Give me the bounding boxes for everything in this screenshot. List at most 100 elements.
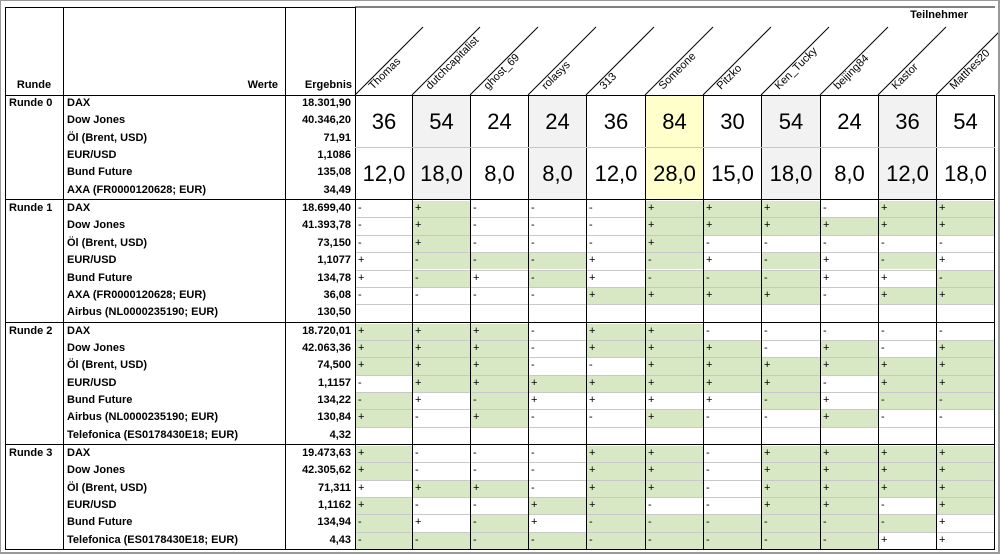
prediction-cell[interactable]: +	[762, 218, 820, 235]
prediction-cell[interactable]: +	[821, 218, 878, 235]
prediction-cell[interactable]: +	[821, 270, 878, 287]
value-result[interactable]: 34,49	[323, 183, 351, 196]
round-label[interactable]: Runde 2	[9, 324, 53, 337]
prediction-cell[interactable]: +	[762, 201, 820, 218]
round-label[interactable]: Runde 3	[9, 447, 53, 459]
value-name[interactable]: Bund Future	[67, 516, 133, 529]
prediction-cell[interactable]: -	[356, 392, 412, 410]
prediction-cell[interactable]: +	[821, 498, 878, 515]
prediction-cell[interactable]: -	[356, 532, 412, 550]
prediction-cell[interactable]: -	[587, 235, 645, 253]
prediction-cell[interactable]: +	[704, 253, 761, 270]
value-result[interactable]: 18.699,40	[302, 202, 351, 215]
participant-name-Someone[interactable]: Someone	[657, 50, 699, 92]
prediction-cell[interactable]: +	[356, 323, 412, 340]
value-name[interactable]: Öl (Brent, USD)	[67, 131, 148, 144]
prediction-cell[interactable]: -	[704, 323, 761, 340]
prediction-cell[interactable]: -	[356, 218, 412, 235]
prediction-cell[interactable]: +	[704, 392, 761, 410]
prediction-cell[interactable]: +	[413, 235, 470, 253]
prediction-cell[interactable]: -	[762, 515, 820, 532]
prediction-cell[interactable]: +	[471, 270, 528, 287]
prediction-cell[interactable]: -	[937, 235, 994, 253]
prediction-cell[interactable]: +	[413, 201, 470, 218]
prediction-cell[interactable]: -	[471, 218, 528, 235]
prediction-cell[interactable]: -	[646, 270, 703, 287]
value-result[interactable]: 36,08	[323, 288, 351, 301]
value-name[interactable]: Bund Future	[67, 393, 133, 406]
prediction-cell[interactable]: +	[356, 358, 412, 375]
prediction-cell[interactable]: +	[646, 463, 703, 480]
prediction-cell[interactable]: +	[471, 323, 528, 340]
prediction-cell[interactable]: +	[879, 446, 936, 463]
prediction-cell[interactable]: -	[471, 446, 528, 463]
value-result[interactable]: 134,22	[317, 393, 351, 406]
prediction-cell[interactable]: +	[879, 463, 936, 480]
points-cell[interactable]: 54	[937, 96, 994, 148]
prediction-cell[interactable]: +	[646, 201, 703, 218]
prediction-cell[interactable]: +	[587, 498, 645, 515]
prediction-cell[interactable]: +	[646, 358, 703, 375]
prediction-cell[interactable]: +	[413, 480, 470, 498]
value-result[interactable]: 42.063,36	[302, 341, 351, 354]
prediction-cell[interactable]: -	[587, 218, 645, 235]
prediction-cell[interactable]: +	[937, 253, 994, 270]
prediction-cell[interactable]: -	[356, 515, 412, 532]
value-result[interactable]: 1,1086	[317, 149, 351, 162]
header-ergebnis[interactable]: Ergebnis	[304, 79, 352, 91]
prediction-cell[interactable]: -	[821, 287, 878, 305]
prediction-cell[interactable]: +	[937, 532, 994, 550]
prediction-cell[interactable]: -	[529, 446, 586, 463]
prediction-cell[interactable]: +	[821, 392, 878, 410]
participant-name-Thomas[interactable]: Thomas	[367, 55, 404, 92]
prediction-cell[interactable]: -	[879, 235, 936, 253]
prediction-cell[interactable]: +	[587, 463, 645, 480]
value-result[interactable]: 40.346,20	[302, 114, 351, 127]
value-result[interactable]: 135,08	[317, 166, 351, 179]
round-label[interactable]: Runde 0	[9, 97, 53, 109]
value-name[interactable]: Dow Jones	[67, 219, 126, 232]
prediction-cell[interactable]: +	[821, 410, 878, 427]
prediction-cell[interactable]: +	[879, 480, 936, 498]
value-name[interactable]: AXA (FR0000120628; EUR)	[67, 183, 206, 196]
prediction-cell[interactable]: -	[704, 532, 761, 550]
points-cell[interactable]: 24	[821, 96, 878, 148]
prediction-cell[interactable]: +	[879, 201, 936, 218]
prediction-cell[interactable]: +	[937, 340, 994, 358]
prediction-cell[interactable]: -	[704, 498, 761, 515]
prediction-cell[interactable]: +	[413, 375, 470, 392]
prediction-cell[interactable]: -	[529, 218, 586, 235]
score-cell[interactable]: 8,0	[471, 148, 528, 200]
prediction-cell[interactable]: -	[879, 515, 936, 532]
points-cell[interactable]: 24	[529, 96, 586, 148]
round-label[interactable]: Runde 1	[9, 202, 53, 215]
prediction-cell[interactable]: -	[762, 532, 820, 550]
prediction-cell[interactable]: +	[413, 218, 470, 235]
prediction-cell[interactable]: +	[704, 287, 761, 305]
participant-name-ghost_69[interactable]: ghost_69	[482, 52, 522, 92]
prediction-cell[interactable]: -	[762, 235, 820, 253]
prediction-cell[interactable]: -	[879, 498, 936, 515]
header-teilnehmer[interactable]: Teilnehmer	[910, 9, 968, 21]
prediction-cell[interactable]: -	[413, 463, 470, 480]
prediction-cell[interactable]: +	[879, 218, 936, 235]
prediction-cell[interactable]: +	[646, 287, 703, 305]
prediction-cell[interactable]: -	[762, 323, 820, 340]
points-cell[interactable]: 30	[704, 96, 761, 148]
prediction-cell[interactable]: -	[587, 410, 645, 427]
prediction-cell[interactable]: -	[704, 446, 761, 463]
prediction-cell[interactable]: -	[937, 392, 994, 410]
value-name[interactable]: Öl (Brent, USD)	[67, 236, 148, 249]
prediction-cell[interactable]: +	[937, 515, 994, 532]
value-result[interactable]: 130,50	[317, 306, 351, 319]
prediction-cell[interactable]: -	[413, 253, 470, 270]
prediction-cell[interactable]: -	[937, 410, 994, 427]
prediction-cell[interactable]: -	[471, 515, 528, 532]
prediction-cell[interactable]: -	[879, 323, 936, 340]
prediction-cell[interactable]: +	[937, 463, 994, 480]
header-werte[interactable]: Werte	[247, 79, 278, 91]
prediction-cell[interactable]: +	[471, 358, 528, 375]
prediction-cell[interactable]: +	[937, 446, 994, 463]
prediction-cell[interactable]: -	[413, 287, 470, 305]
prediction-cell[interactable]: -	[704, 480, 761, 498]
